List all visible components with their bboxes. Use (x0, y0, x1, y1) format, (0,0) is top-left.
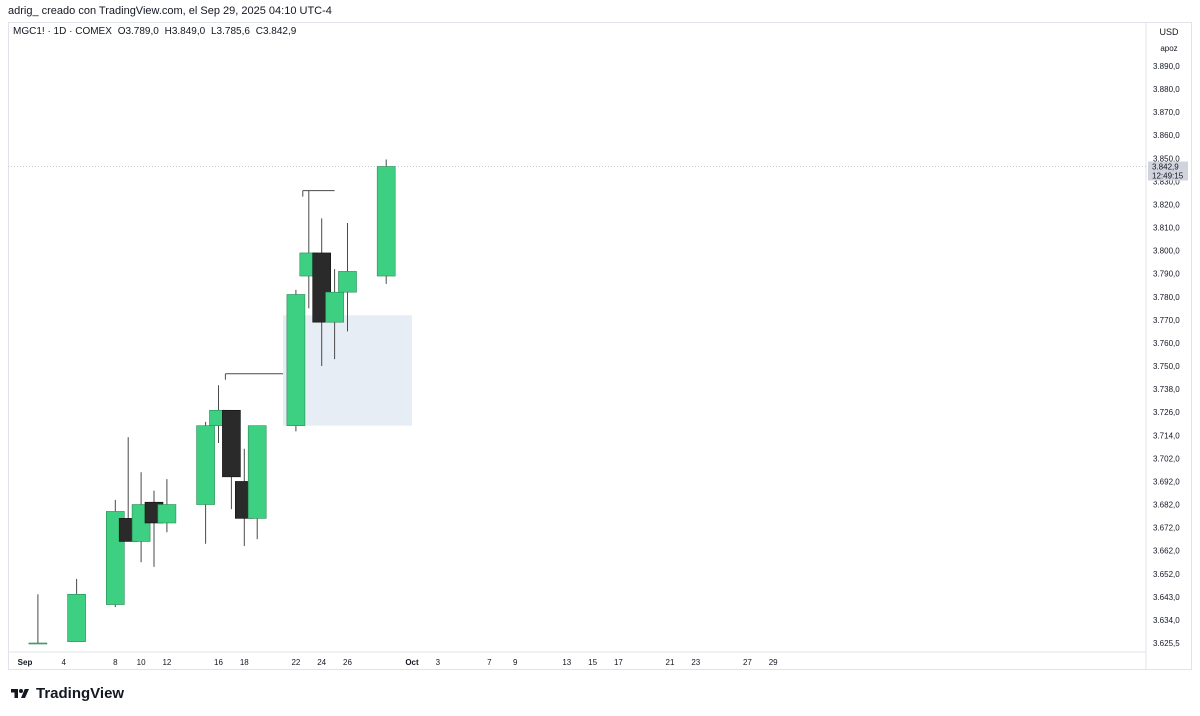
time-tick-label: 27 (743, 658, 752, 667)
open-value: O3.789,0 (117, 26, 159, 37)
price-tick-label: 3.738,0 (1153, 385, 1180, 394)
time-tick-label: 18 (240, 658, 249, 667)
chart-attribution: adrig_ creado con TradingView.com, el Se… (8, 5, 332, 17)
price-tick-label: 3.726,0 (1153, 408, 1180, 417)
time-tick-label: 22 (291, 658, 300, 667)
level-layer (224, 190, 335, 380)
candle-body-up (286, 294, 306, 426)
candle-body-up (157, 504, 177, 524)
candle-body-up (67, 593, 86, 642)
price-tick-label: 3.643,0 (1153, 593, 1180, 602)
price-tick-label: 3.652,0 (1153, 570, 1180, 579)
time-tick-label: 3 (436, 658, 441, 667)
price-tick-label: 3.662,0 (1153, 547, 1180, 556)
candle-layer (28, 159, 396, 645)
last-price-value: 3.842,9 (1152, 163, 1179, 172)
candle-body-up (196, 425, 215, 505)
time-tick-label: 4 (61, 658, 66, 667)
price-tick-label: 3.800,0 (1153, 247, 1180, 256)
symbol-label[interactable]: MGC1! · 1D · COMEX (13, 26, 112, 37)
candle (247, 425, 267, 540)
time-tick-label: 12 (162, 658, 171, 667)
time-tick-label: Sep (18, 658, 33, 667)
price-tick-label: 3.672,0 (1153, 524, 1180, 533)
price-tick-label: 3.714,0 (1153, 431, 1180, 440)
candle (376, 159, 396, 284)
price-tick-label: 3.790,0 (1153, 270, 1180, 279)
price-tick-label: 3.880,0 (1153, 85, 1180, 94)
candle (222, 409, 241, 510)
time-tick-label: 23 (691, 658, 700, 667)
candle-body-down (222, 409, 241, 478)
candle (28, 594, 48, 645)
price-tick-label: 3.870,0 (1153, 108, 1180, 117)
candle (157, 479, 177, 533)
time-tick-label: 15 (588, 658, 597, 667)
price-tick-label: 3.810,0 (1153, 224, 1180, 233)
time-tick-label: 13 (562, 658, 571, 667)
time-tick-label: 24 (317, 658, 326, 667)
tradingview-logo[interactable]: TradingView (9, 685, 124, 702)
candle-body-up (28, 642, 48, 645)
price-tick-label: 3.850,0 (1153, 154, 1180, 163)
candle (196, 421, 215, 544)
candle (286, 289, 306, 432)
chart-frame[interactable] (8, 22, 1192, 670)
price-tick-label: 3.820,0 (1153, 200, 1180, 209)
time-tick-label: 7 (487, 658, 492, 667)
price-tick-label: 3.770,0 (1153, 316, 1180, 325)
price-tick-label: 3.750,0 (1153, 362, 1180, 371)
price-tick-label: 3.890,0 (1153, 62, 1180, 71)
time-tick-label: 29 (769, 658, 778, 667)
price-axis-labels: 3.890,0 3.880,0 3.870,0 3.860,0 3.850,0 3.830… (1153, 62, 1180, 648)
time-tick-label: 17 (614, 658, 623, 667)
candle-body-up (325, 291, 344, 323)
candle (325, 269, 344, 360)
time-tick-label: 16 (214, 658, 223, 667)
price-tick-label: 3.625,5 (1153, 639, 1180, 648)
tradingview-logo-icon (11, 688, 29, 698)
price-tick-label: 3.692,0 (1153, 477, 1180, 486)
price-tick-label: 3.634,0 (1153, 616, 1180, 625)
price-tick-label: 3.702,0 (1153, 454, 1180, 463)
last-price-tag-bg (1148, 161, 1188, 181)
high-value: H3.849,0 (164, 26, 206, 37)
last-price-tag: 3.842,9 12:49:15 (1148, 161, 1188, 181)
close-value: C3.842,9 (255, 26, 297, 37)
scale-mode-button[interactable]: apoz (1160, 44, 1178, 53)
price-tick-label: 3.682,0 (1153, 501, 1180, 510)
candle-body-up (338, 271, 357, 293)
tradingview-brand: TradingView (36, 685, 125, 702)
price-tick-label: 3.860,0 (1153, 131, 1180, 140)
price-tick-label: 3.780,0 (1153, 293, 1180, 302)
candle (67, 578, 86, 642)
time-tick-label: 26 (343, 658, 352, 667)
low-value: L3.785,6 (211, 26, 250, 37)
candle (338, 222, 357, 332)
currency-label[interactable]: USD (1159, 27, 1179, 37)
bar-countdown: 12:49:15 (1152, 172, 1184, 181)
time-tick-label: 10 (137, 658, 146, 667)
time-tick-label: 9 (513, 658, 518, 667)
time-axis-labels: Sep 4 8 10 12 16 18 22 24 26 Oct 3 7 9 13 15 17 21 23 27 29 (18, 658, 779, 667)
time-tick-label: 21 (666, 658, 675, 667)
price-tick-label: 3.830,0 (1153, 177, 1180, 186)
time-tick-label: Oct (405, 658, 419, 667)
price-tick-label: 3.760,0 (1153, 339, 1180, 348)
ohlc-legend: MGC1! · 1D · COMEX O3.789,0 H3.849,0 L3.… (13, 26, 299, 37)
time-tick-label: 8 (113, 658, 118, 667)
candle-body-up (376, 166, 396, 277)
candle-body-up (247, 425, 267, 519)
candle (106, 499, 125, 608)
